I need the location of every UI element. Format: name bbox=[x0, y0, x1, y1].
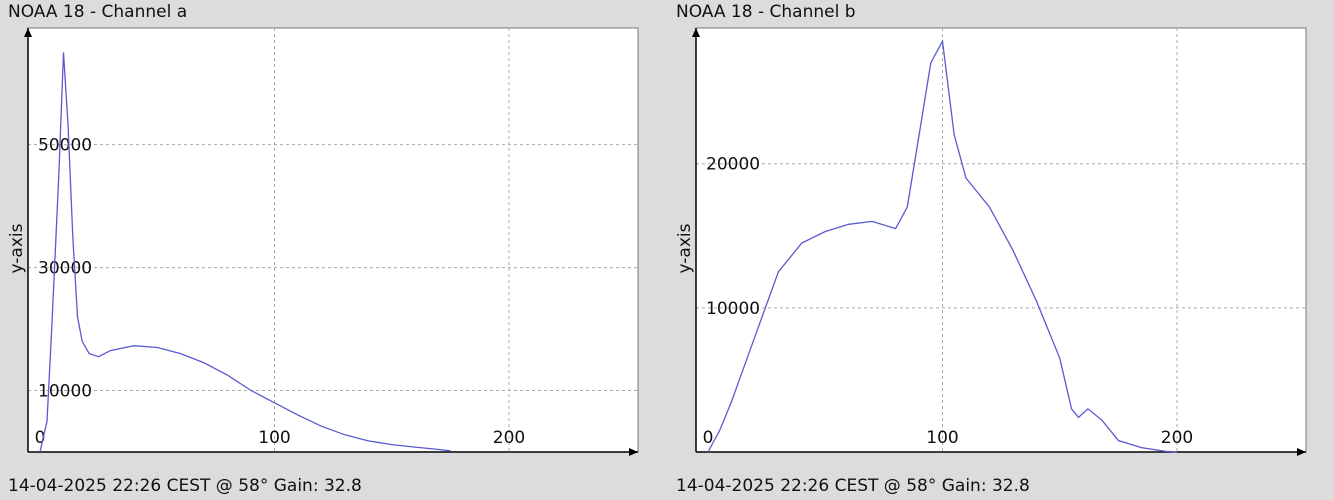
y-tick-label: 50000 bbox=[38, 136, 92, 156]
y-axis-label: y-axis bbox=[675, 223, 695, 273]
channel-b-title: NOAA 18 - Channel b bbox=[676, 2, 856, 22]
y-axis-arrow bbox=[24, 28, 32, 37]
x-tick-label: 100 bbox=[926, 428, 958, 448]
x-tick-label: 0 bbox=[35, 428, 46, 448]
y-axis-arrow bbox=[692, 28, 700, 37]
plot-area bbox=[695, 27, 1307, 453]
y-tick-label: 20000 bbox=[706, 155, 760, 175]
channel-a-footer: 14-04-2025 22:26 CEST @ 58° Gain: 32.8 bbox=[8, 476, 362, 496]
x-tick-label: 0 bbox=[703, 428, 714, 448]
channel-a-panel: NOAA 18 - Channel a 0 100 200 10000 30000 500… bbox=[0, 0, 660, 500]
channel-a-chart: 0 100 200 10000 30000 50000 y-axis bbox=[7, 27, 639, 456]
y-tick-label: 10000 bbox=[38, 382, 92, 402]
series-line bbox=[39, 52, 451, 453]
x-axis-arrow bbox=[1297, 448, 1306, 456]
series-line bbox=[707, 39, 1178, 453]
channel-a-title: NOAA 18 - Channel a bbox=[8, 2, 188, 22]
channel-b-chart: 0 100 200 10000 20000 y-axis bbox=[675, 27, 1307, 456]
channel-b-footer: 14-04-2025 22:26 CEST @ 58° Gain: 32.8 bbox=[676, 476, 1030, 496]
y-axis-label: y-axis bbox=[7, 223, 27, 273]
x-tick-label: 100 bbox=[258, 428, 290, 448]
x-axis-arrow bbox=[629, 448, 638, 456]
y-tick-label: 10000 bbox=[706, 299, 760, 319]
plot-area bbox=[27, 27, 639, 453]
x-tick-label: 200 bbox=[1161, 428, 1193, 448]
x-tick-label: 200 bbox=[493, 428, 525, 448]
channel-b-panel: NOAA 18 - Channel b 0 100 200 10000 20000 y-a… bbox=[668, 0, 1328, 500]
y-tick-label: 30000 bbox=[38, 259, 92, 279]
